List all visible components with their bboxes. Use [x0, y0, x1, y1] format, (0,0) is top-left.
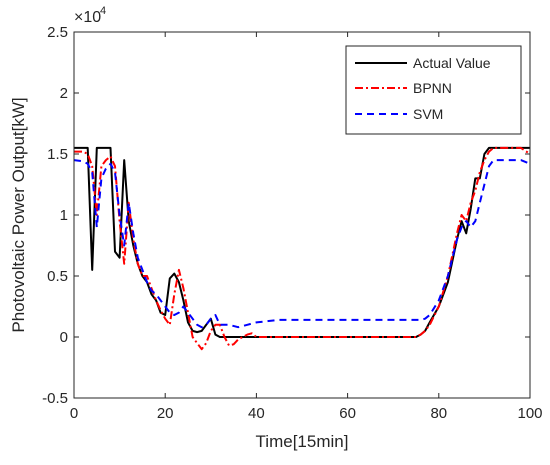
series-line-actual-value [74, 146, 530, 338]
legend: Actual Value BPNN SVM [345, 45, 522, 135]
x-tick-label: 0 [70, 405, 78, 422]
legend-label-actual: Actual Value [413, 55, 491, 71]
x-tick-label: 80 [430, 405, 447, 422]
y-exponent-power: 4 [100, 5, 106, 17]
y-tick-label: 1 [60, 207, 68, 224]
x-tick-label: 40 [248, 405, 265, 422]
x-axis-label: Time[15min] [256, 432, 349, 451]
y-tick-label: 2.5 [47, 24, 68, 41]
y-axis-ticks: -0.5 0 0.5 1 1.5 2 2.5 [42, 24, 530, 407]
legend-label-bpnn: BPNN [413, 80, 452, 96]
series-layer [73, 146, 531, 351]
y-tick-label: -0.5 [42, 390, 68, 407]
x-tick-label: 20 [157, 405, 174, 422]
y-tick-label: 0.5 [47, 268, 68, 285]
y-tick-label: 1.5 [47, 146, 68, 163]
x-axis-ticks: 0 20 40 60 80 100 [70, 32, 543, 422]
x-tick-label: 60 [339, 405, 356, 422]
series-line-svm [73, 159, 531, 329]
y-axis-label: Photovoltaic Power Output[kW] [9, 97, 28, 332]
legend-label-svm: SVM [413, 106, 443, 122]
y-tick-label: 2 [60, 85, 68, 102]
y-tick-label: 0 [60, 329, 68, 346]
y-exponent-base: ×10 [74, 9, 101, 26]
legend-box [345, 45, 522, 135]
x-tick-label: 100 [517, 405, 542, 422]
